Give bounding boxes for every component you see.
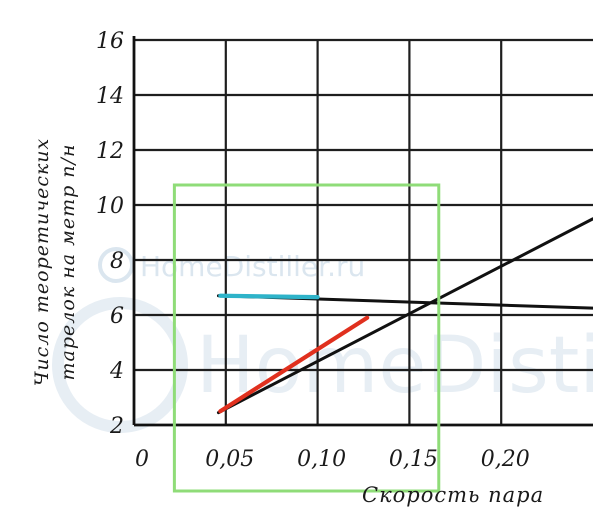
- y-tick-label: 6: [110, 304, 124, 329]
- axes: [132, 36, 593, 427]
- watermark: HomeDistiller.ru HomeDistil: [52, 247, 593, 433]
- watermark-text-small: HomeDistiller.ru: [140, 250, 365, 283]
- x-tick-label: 0,20: [481, 447, 530, 472]
- y-axis-label-line-2: тарелок на метр п/н: [57, 144, 79, 381]
- y-axis-label-line-1: Число теоретических: [31, 138, 53, 387]
- y-tick-label: 4: [109, 359, 124, 384]
- watermark-big-ring: [52, 297, 188, 433]
- y-tick-label: 10: [96, 194, 124, 219]
- y-tick-label: 12: [96, 139, 124, 164]
- x-tick-label: 0,05: [205, 447, 254, 472]
- series-line-2: [216, 217, 593, 415]
- watermark-logo-ring: [98, 247, 134, 283]
- highlight-box: [172, 183, 441, 493]
- y-axis-label: Число теоретических тарелок на метр п/н: [31, 138, 79, 387]
- highlight-rectangle: [172, 183, 441, 493]
- series-lines: [216, 217, 593, 415]
- y-tick-label: 8: [110, 249, 124, 274]
- y-tick-label: 2: [109, 414, 124, 439]
- series-line-3: [218, 293, 320, 300]
- x-tick-label: 0,10: [297, 447, 346, 472]
- y-tick-label: 16: [96, 29, 124, 54]
- y-tick-label: 14: [96, 84, 124, 109]
- x-tick-labels: 0 0,05 0,10 0,15 0,20: [135, 447, 530, 472]
- watermark-text-big: HomeDistil: [196, 321, 593, 411]
- series-line-4: [218, 315, 370, 414]
- x-tick-label: 0,15: [389, 447, 438, 472]
- y-tick-labels: 2 4 6 8 10 12 14 16: [96, 29, 124, 439]
- x-axis-label: Скорость пара: [362, 483, 544, 507]
- x-tick-label: 0: [135, 447, 149, 472]
